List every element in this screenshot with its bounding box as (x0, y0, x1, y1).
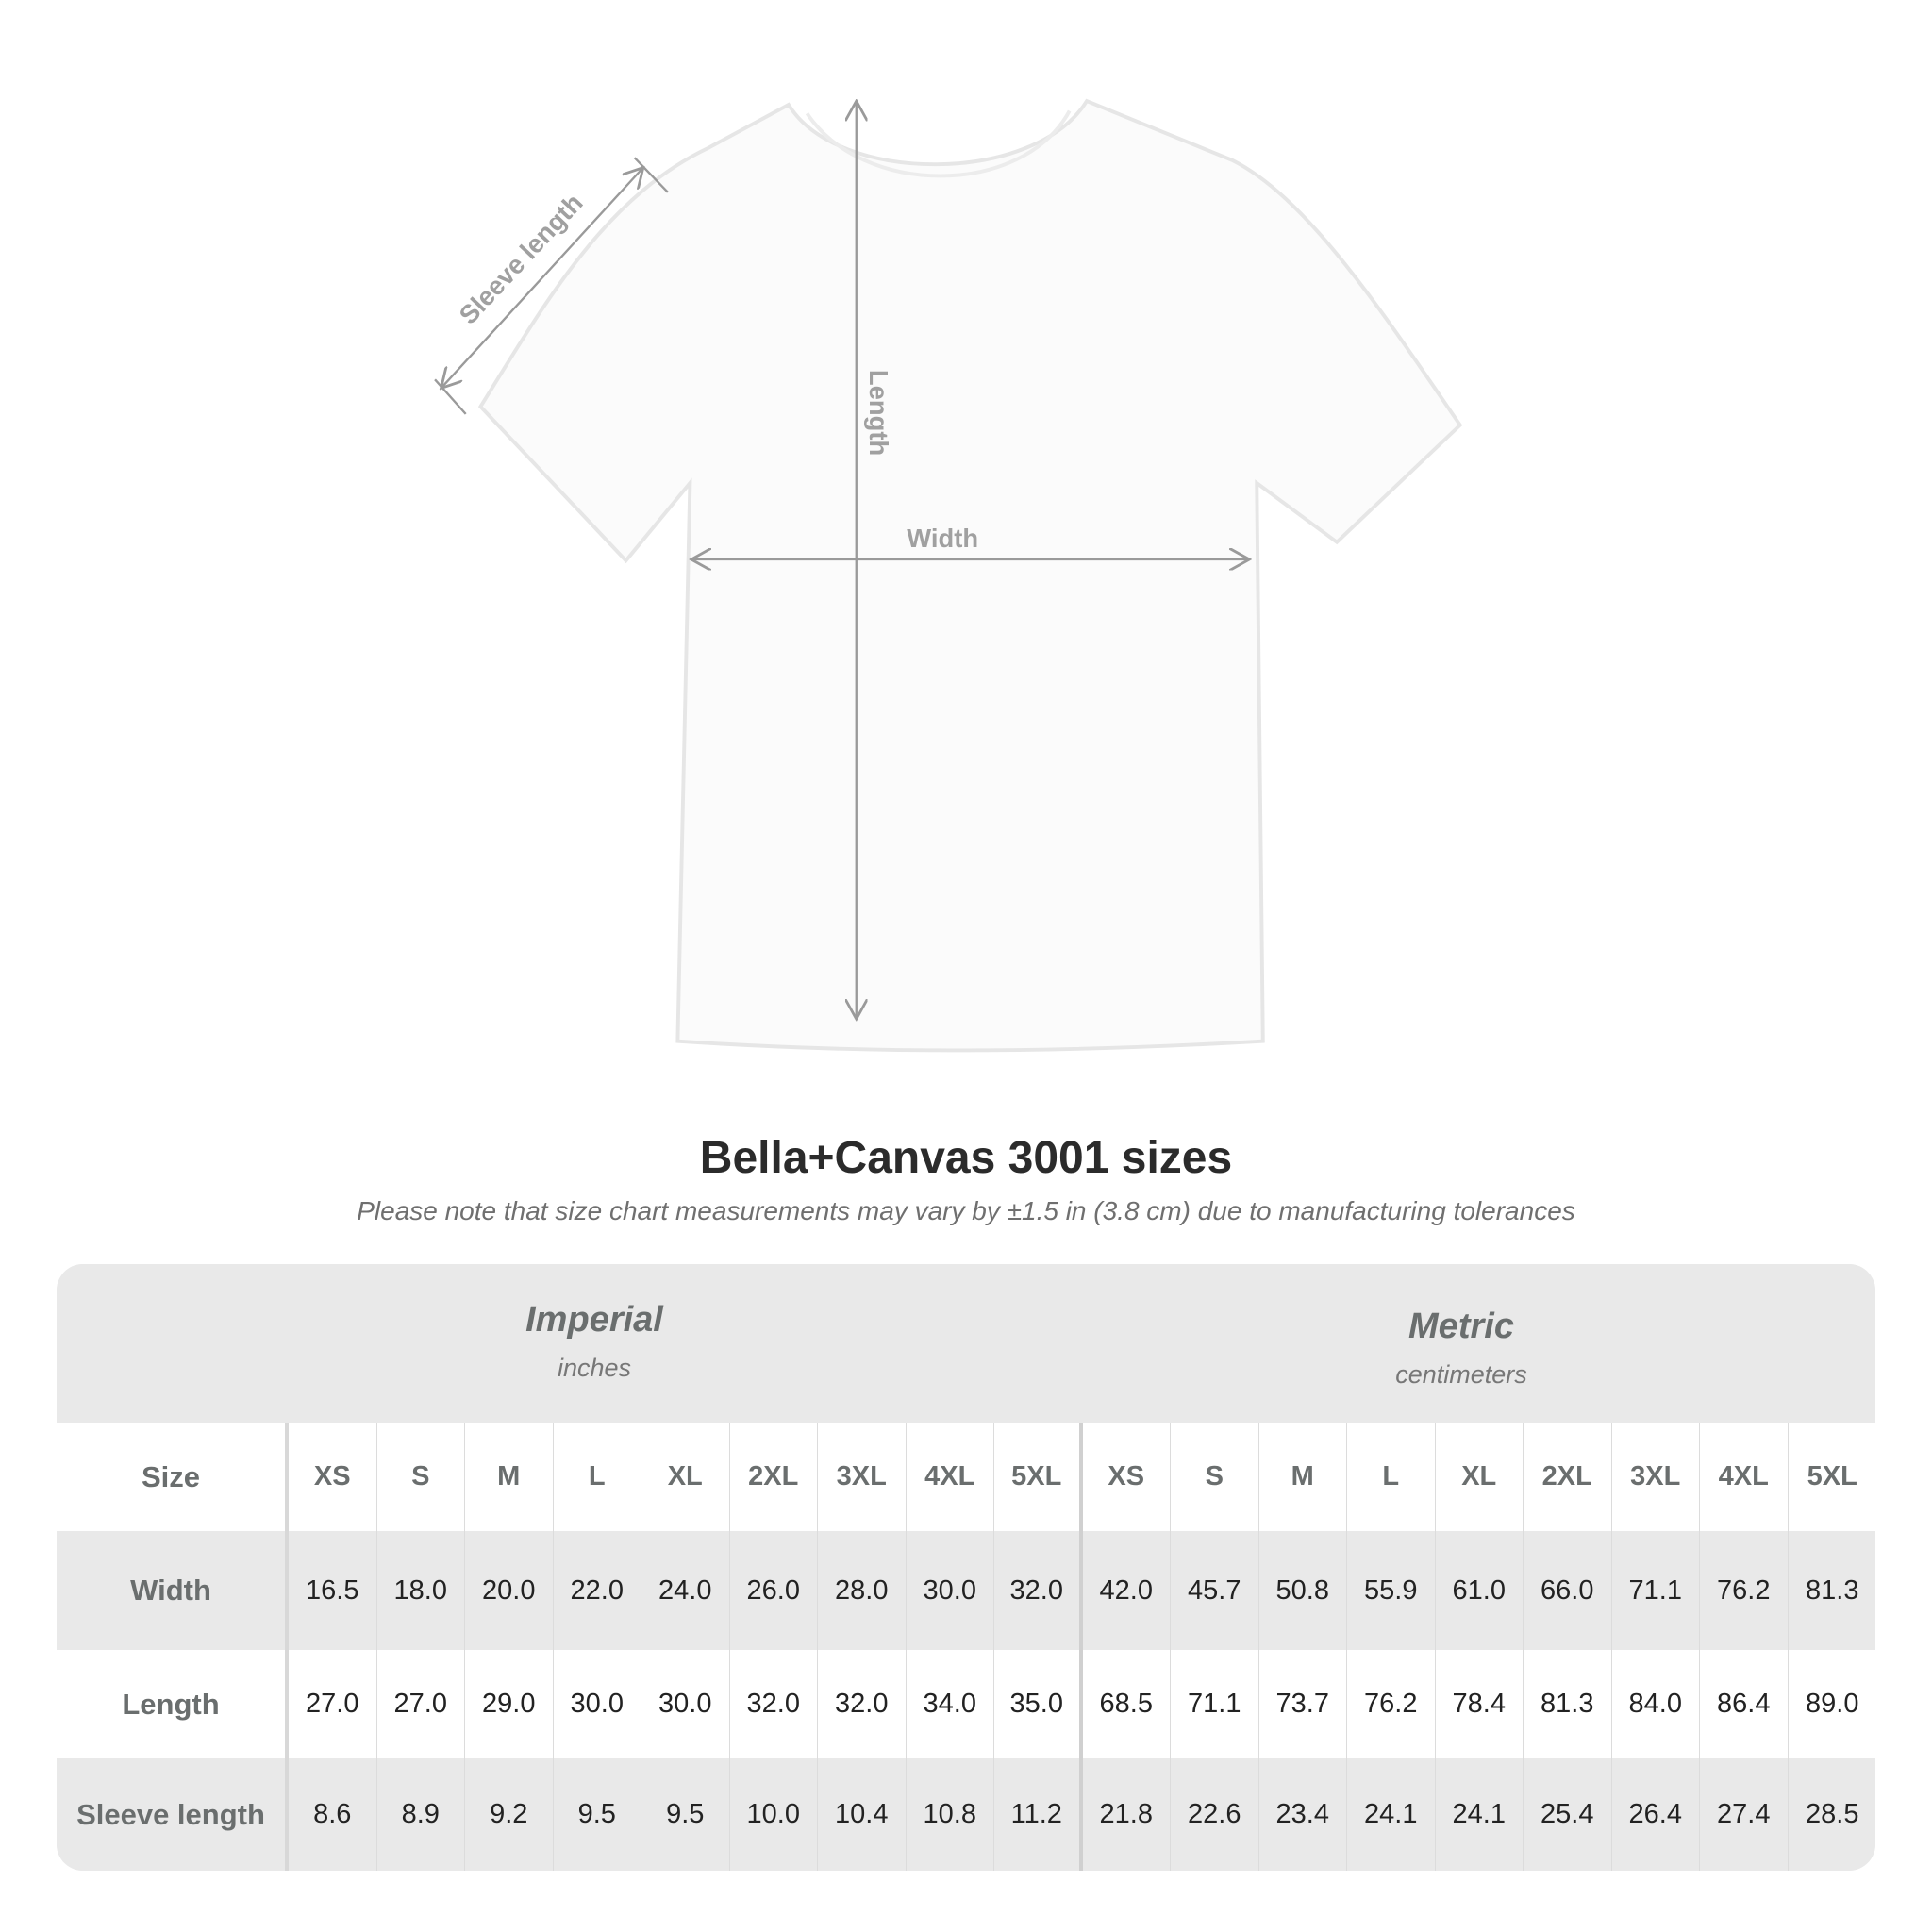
imperial-value-cell: 35.0 (994, 1650, 1083, 1758)
imperial-value-cell: 22.0 (554, 1531, 641, 1650)
imperial-value-cell: 10.8 (907, 1758, 994, 1871)
table-header-row: Size XS S M L XL 2XL 3XL 4XL 5XL XS S M L XL 2XL 3XL 4XL 5… (57, 1423, 1875, 1531)
metric-size-m: M (1259, 1423, 1347, 1531)
imperial-value-cell: 30.0 (554, 1650, 641, 1758)
imperial-size-l: L (554, 1423, 641, 1531)
imperial-value-cell: 20.0 (465, 1531, 554, 1650)
table-row: Sleeve length 8.6 8.9 9.2 9.5 9.5 10.0 10.4 10.8… (57, 1758, 1875, 1871)
imperial-value-cell: 26.0 (730, 1531, 818, 1650)
imperial-value-cell: 9.2 (465, 1758, 554, 1871)
sleeve-arrow (441, 168, 643, 389)
metric-size-5xl: 5XL (1807, 1461, 1857, 1491)
imperial-group-header: Imperial inches (311, 1300, 877, 1383)
imperial-value-cell: 27.0 (289, 1650, 377, 1758)
imperial-value-cell: 28.0 (818, 1531, 907, 1650)
metric-value-cell: 76.2 (1700, 1531, 1789, 1650)
imperial-size-s: S (377, 1423, 465, 1531)
metric-value-cell: 84.0 (1612, 1650, 1700, 1758)
metric-value-cell: 61.0 (1436, 1531, 1524, 1650)
metric-size-s: S (1171, 1423, 1259, 1531)
metric-size-3xl: 3XL (1612, 1423, 1700, 1531)
metric-value-cell: 71.1 (1612, 1531, 1700, 1650)
metric-value-cell: 76.2 (1347, 1650, 1436, 1758)
imperial-value-cell: 8.6 (289, 1758, 377, 1871)
metric-value-cell: 45.7 (1171, 1531, 1259, 1650)
metric-value-cell: 68.5 (1083, 1650, 1171, 1758)
metric-value-cell: 71.1 (1171, 1650, 1259, 1758)
metric-value-cell: 86.4 (1700, 1650, 1789, 1758)
metric-value-cell: 28.5 (1806, 1799, 1859, 1829)
imperial-title: Imperial (525, 1300, 663, 1340)
metric-title: Metric (1408, 1307, 1514, 1346)
metric-group-header: Metric centimeters (1178, 1307, 1744, 1390)
metric-value-cell: 66.0 (1524, 1531, 1612, 1650)
imperial-value-cell: 10.0 (730, 1758, 818, 1871)
metric-value-cell: 89.0 (1806, 1689, 1859, 1719)
imperial-size-4xl: 4XL (907, 1423, 994, 1531)
metric-value-cell: 22.6 (1171, 1758, 1259, 1871)
imperial-value-cell: 8.9 (377, 1758, 465, 1871)
metric-value-cell: 25.4 (1524, 1758, 1612, 1871)
metric-value-cell: 81.3 (1806, 1574, 1859, 1606)
imperial-value-cell: 32.0 (730, 1650, 818, 1758)
imperial-value-cell: 18.0 (377, 1531, 465, 1650)
metric-value-cell: 55.9 (1347, 1531, 1436, 1650)
metric-value-cell: 50.8 (1259, 1531, 1347, 1650)
imperial-size-2xl: 2XL (730, 1423, 818, 1531)
metric-value-cell: 24.1 (1436, 1758, 1524, 1871)
imperial-size-xs: XS (289, 1423, 377, 1531)
imperial-value-cell: 27.0 (377, 1650, 465, 1758)
imperial-value-cell: 10.4 (818, 1758, 907, 1871)
imperial-size-m: M (465, 1423, 554, 1531)
imperial-value-cell: 34.0 (907, 1650, 994, 1758)
metric-unit: centimeters (1395, 1360, 1527, 1389)
size-header: Size (57, 1423, 289, 1531)
imperial-value-cell: 24.0 (641, 1531, 730, 1650)
metric-size-4xl: 4XL (1700, 1423, 1789, 1531)
tolerance-note: Please note that size chart measurements… (357, 1196, 1575, 1225)
metric-value-cell: 27.4 (1700, 1758, 1789, 1871)
imperial-value-cell: 32.0 (818, 1650, 907, 1758)
imperial-value-cell: 30.0 (641, 1650, 730, 1758)
metric-value-cell: 78.4 (1436, 1650, 1524, 1758)
imperial-size-5xl: 5XL (994, 1423, 1083, 1531)
row-label: Length (57, 1650, 289, 1758)
imperial-unit: inches (557, 1354, 632, 1382)
row-label: Sleeve length (57, 1758, 289, 1871)
metric-value-cell: 23.4 (1259, 1758, 1347, 1871)
imperial-value-cell: 32.0 (994, 1531, 1083, 1650)
size-table: Imperial inches Metric centimeters Size X… (57, 1264, 1875, 1871)
table-row: Width 16.5 18.0 20.0 22.0 24.0 26.0 28.0 30.0 32.… (57, 1531, 1875, 1650)
metric-size-xs: XS (1083, 1423, 1171, 1531)
imperial-value-cell: 9.5 (641, 1758, 730, 1871)
metric-size-l: L (1347, 1423, 1436, 1531)
imperial-size-3xl: 3XL (818, 1423, 907, 1531)
metric-value-cell: 81.3 (1524, 1650, 1612, 1758)
imperial-value-cell: 11.2 (994, 1758, 1083, 1871)
table-row: Length 27.0 27.0 29.0 30.0 30.0 32.0 32.0 34.0 35… (57, 1650, 1875, 1758)
length-label: Length (864, 370, 893, 456)
page-title: Bella+Canvas 3001 sizes (699, 1133, 1233, 1183)
table-header-band: Imperial inches Metric centimeters (57, 1264, 1875, 1423)
imperial-value-cell: 9.5 (554, 1758, 641, 1871)
tshirt-shape (477, 98, 1463, 1053)
metric-value-cell: 42.0 (1083, 1531, 1171, 1650)
imperial-size-xl: XL (641, 1423, 730, 1531)
metric-size-xl: XL (1436, 1423, 1524, 1531)
metric-value-cell: 21.8 (1083, 1758, 1171, 1871)
imperial-value-cell: 16.5 (289, 1531, 377, 1650)
imperial-value-cell: 30.0 (907, 1531, 994, 1650)
metric-value-cell: 73.7 (1259, 1650, 1347, 1758)
metric-value-cell: 24.1 (1347, 1758, 1436, 1871)
row-label: Width (57, 1531, 289, 1650)
metric-size-2xl: 2XL (1524, 1423, 1612, 1531)
width-label: Width (907, 524, 978, 553)
metric-value-cell: 26.4 (1612, 1758, 1700, 1871)
imperial-value-cell: 29.0 (465, 1650, 554, 1758)
